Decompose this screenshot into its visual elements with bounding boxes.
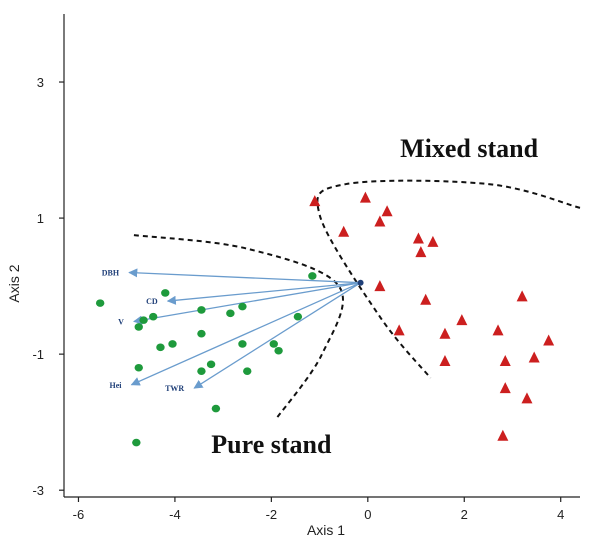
vector-arrow-dbh (128, 268, 361, 284)
pure-stand-point (134, 323, 143, 331)
vector-arrow-hei (130, 282, 361, 386)
vector-layer: DBH CD V Hei TWR (102, 268, 364, 393)
mixed-stand-point (456, 314, 468, 326)
mixed-stand-point (359, 191, 371, 203)
pure-stand-point (197, 329, 206, 338)
y-tick-label: 3 (37, 75, 44, 90)
pure-stand-point (274, 346, 283, 355)
pure-stand-point (308, 272, 317, 280)
mixed-stand-point (521, 392, 533, 404)
vector-arrow-v (133, 282, 361, 325)
pure-stand-point (226, 309, 235, 318)
boundary-layer (133, 179, 581, 420)
pure-stand-point (149, 312, 158, 321)
x-tick-label: 2 (461, 507, 468, 522)
mixed-stand-point (427, 235, 439, 247)
y-tick-label: -1 (32, 347, 44, 362)
mixed-stand-point (492, 324, 504, 336)
mixed-stand-point (543, 334, 555, 346)
mixed-stand-point (499, 354, 511, 366)
pure-stand-point (211, 404, 221, 413)
vector-label-hei: Hei (110, 381, 123, 390)
x-tick-label: -2 (266, 507, 278, 522)
mixed-stand-point (412, 232, 424, 244)
y-tick-label: 1 (37, 211, 44, 226)
mixed-stand-point (374, 215, 386, 227)
mixed-stand-point (439, 354, 451, 366)
pure-stand-point (156, 343, 165, 352)
pure-stand-point (293, 312, 303, 321)
x-tick-label: 4 (557, 507, 564, 522)
mixed-stand-point (374, 280, 386, 292)
mixed-stand-point (415, 246, 427, 258)
axes-layer: -6 -4 -2 0 2 4 -3 -1 1 3 Axis 1 Axis 2 (6, 14, 580, 538)
mixed-stand-point (381, 205, 393, 217)
pure-stand-point (161, 289, 170, 297)
vector-label-twr: TWR (165, 384, 184, 393)
y-tick-label: -3 (32, 483, 44, 498)
mixed-stand-point (499, 382, 511, 394)
mixed-boundary (316, 179, 581, 379)
pure-stand-point (197, 306, 206, 314)
mixed-stand-point (497, 429, 509, 441)
pure-stand-point (243, 367, 252, 375)
x-tick-label: -6 (73, 507, 85, 522)
mixed-stand-point (528, 351, 540, 363)
pure-stand-label: Pure stand (211, 430, 332, 459)
pure-stand-point (197, 367, 206, 375)
mixed-stand-point (338, 225, 350, 237)
vector-label-v: V (118, 317, 124, 326)
mixed-stand-point (439, 327, 451, 339)
y-axis-title: Axis 2 (6, 264, 22, 302)
pure-stand-point (238, 302, 247, 311)
pure-stand-point (168, 340, 177, 348)
vector-label-cd: CD (146, 297, 158, 306)
vector-arrow-cd (166, 282, 361, 305)
pure-stand-point (139, 316, 148, 324)
mixed-stand-point (393, 324, 405, 336)
x-axis-title: Axis 1 (307, 522, 345, 538)
point-layer (95, 191, 555, 447)
pure-stand-point (132, 438, 141, 447)
mixed-stand-label: Mixed stand (400, 134, 539, 163)
vector-origin (357, 279, 364, 286)
pure-stand-point (206, 360, 216, 369)
mixed-stand-point (420, 293, 432, 305)
pure-stand-point (134, 363, 143, 372)
x-tick-label: -4 (169, 507, 181, 522)
annotation-layer: Mixed stand Pure stand (211, 134, 538, 459)
pure-stand-point (269, 340, 278, 348)
vector-label-dbh: DBH (102, 269, 120, 278)
vector-arrow-twr (193, 282, 361, 389)
pure-stand-point (95, 299, 105, 307)
x-tick-label: 0 (364, 507, 371, 522)
mixed-stand-point (516, 290, 528, 302)
pure-stand-point (238, 340, 247, 348)
mixed-stand-point (309, 195, 321, 207)
